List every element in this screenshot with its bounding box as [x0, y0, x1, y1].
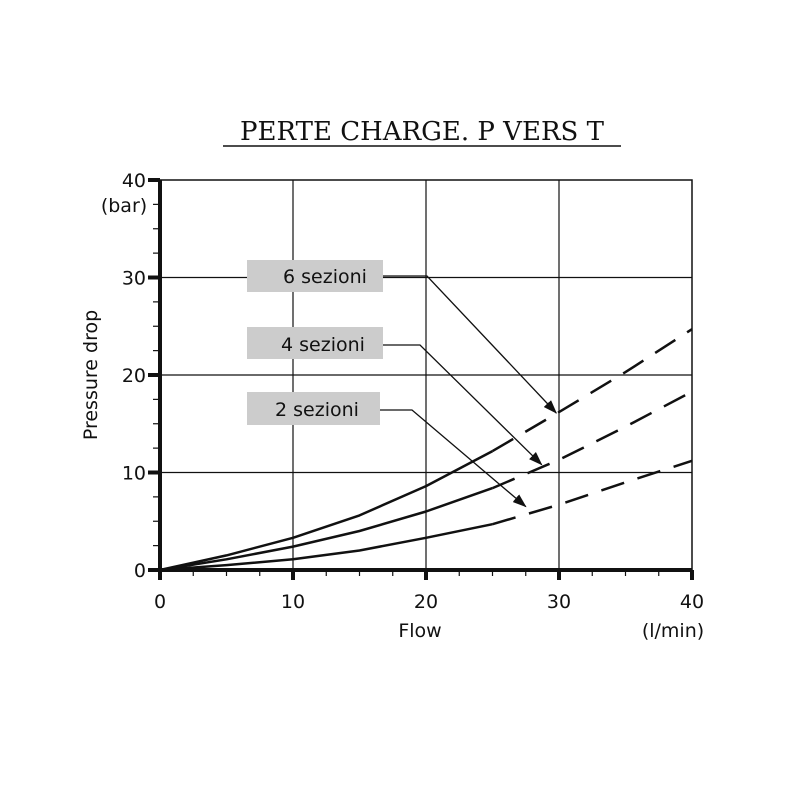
callout-arrow: [383, 275, 557, 414]
series-line-dashed: [492, 390, 693, 490]
chart-title: PERTE CHARGE. P VERS T: [240, 117, 605, 147]
series-line-dashed: [492, 459, 693, 526]
callout-arrow: [380, 409, 527, 508]
series-line-solid: [159, 449, 494, 572]
y-tick-labels: 0 10 20 30 40: [122, 170, 146, 582]
y-tick-label: 10: [122, 463, 146, 485]
y-tick-label: 40: [122, 170, 146, 192]
callout-3: 2 sezioni: [247, 392, 527, 508]
series-3: [159, 459, 693, 572]
x-axis-label: Flow: [398, 620, 441, 642]
y-tick-label: 30: [122, 268, 146, 290]
callout-1: 6 sezioni: [247, 260, 557, 414]
series-2: [159, 390, 693, 572]
series-layer: [159, 328, 693, 572]
callout-box: [247, 392, 380, 425]
y-tick-label: 20: [122, 365, 146, 387]
minor-ticks: [153, 203, 660, 576]
callout-box: [247, 260, 383, 292]
y-tick-label: 0: [134, 560, 146, 582]
callout-label: 6 sezioni: [283, 266, 367, 288]
callout-layer: 6 sezioni 4 sezioni 2 sezioni: [247, 260, 557, 508]
y-axis-unit: (bar): [101, 195, 147, 217]
callout-2: 4 sezioni: [247, 327, 543, 466]
series-line-solid: [159, 522, 493, 572]
x-tick-label: 30: [547, 591, 571, 613]
x-tick-label: 20: [414, 591, 438, 613]
series-line-dashed: [491, 328, 693, 453]
series-1: [159, 328, 693, 572]
x-tick-label: 10: [281, 591, 305, 613]
x-tick-label: 0: [154, 591, 166, 613]
callout-arrow: [383, 344, 543, 466]
callout-label: 4 sezioni: [281, 334, 365, 356]
x-tick-label: 40: [680, 591, 704, 613]
y-axis-label: Pressure drop: [80, 310, 102, 440]
callout-box: [247, 327, 383, 359]
axes: [148, 178, 694, 580]
x-tick-labels: 0 10 20 30 40: [154, 591, 704, 613]
x-axis-unit: (l/min): [642, 620, 704, 642]
callout-label: 2 sezioni: [275, 399, 359, 421]
series-line-solid: [159, 486, 493, 572]
